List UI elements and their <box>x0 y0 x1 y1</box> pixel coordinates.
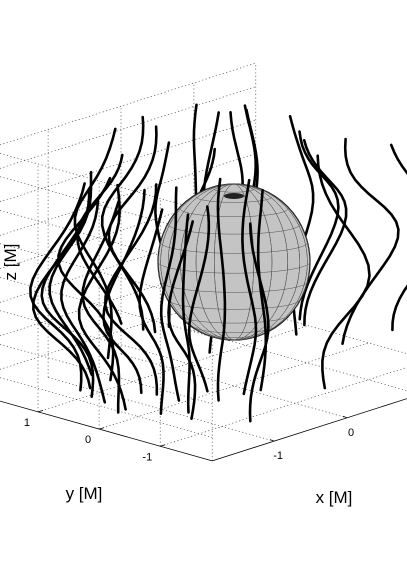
field-line <box>316 154 371 390</box>
field-line <box>241 178 258 396</box>
x-tick-label: -1 <box>273 450 283 462</box>
sphere-parallel <box>180 315 288 324</box>
sphere-pole <box>224 193 244 199</box>
y-tick <box>37 410 44 413</box>
field-line <box>159 186 181 402</box>
field-line <box>302 139 348 327</box>
grid-line-back-wall <box>0 86 256 169</box>
sphere-parallel <box>160 281 308 293</box>
grid-line-floor <box>160 367 407 447</box>
y-tick <box>160 444 166 447</box>
sphere-parallel <box>214 189 254 193</box>
box-edge <box>212 398 407 462</box>
sphere-surface <box>157 183 311 341</box>
grid-line-floor <box>120 353 348 419</box>
sphere-meridian <box>160 183 308 341</box>
x-tick-label: 0 <box>348 427 354 439</box>
sphere-parallel <box>160 242 308 254</box>
field-line <box>298 130 340 321</box>
x-tick <box>269 439 275 442</box>
field-line <box>138 208 165 415</box>
y-axis-label: y [M] <box>66 484 103 503</box>
sphere-parallel <box>157 261 311 274</box>
field-line <box>248 222 270 423</box>
axis-ticks: 1.510.50-0.5-1-1.510-1-101 <box>24 410 354 463</box>
grid-line-back-wall <box>0 62 256 146</box>
field-line <box>60 200 107 404</box>
grid-line-floor <box>193 330 407 392</box>
y-tick <box>98 427 105 430</box>
field-line <box>29 182 86 392</box>
x-axis-label: x [M] <box>316 488 353 507</box>
grid-line-floor <box>37 325 308 413</box>
field-line <box>103 183 159 396</box>
grid-line-back-wall <box>0 153 256 236</box>
field-line <box>187 205 211 393</box>
field-line <box>100 115 145 331</box>
field-line <box>40 205 95 398</box>
field-line <box>341 137 400 345</box>
box-edge <box>0 400 213 462</box>
grid-line-left-wall <box>0 343 213 405</box>
sphere-parallel <box>167 299 301 310</box>
sphere-parallel <box>180 208 288 217</box>
sphere-parallel <box>195 196 273 203</box>
y-tick-label: -1 <box>142 451 152 463</box>
field-line <box>102 188 146 395</box>
field-line <box>167 220 197 420</box>
y-tick-label: 1 <box>24 417 30 429</box>
grid-line-left-wall <box>0 377 213 438</box>
grid-line-back-wall <box>0 186 256 270</box>
field-line <box>77 183 127 411</box>
field-line <box>256 188 268 392</box>
field-line <box>81 200 121 414</box>
field-line <box>48 170 93 376</box>
x-tick <box>342 415 348 419</box>
grid-line-back-wall <box>0 253 256 337</box>
grid-line-floor <box>99 342 369 430</box>
axis-grid <box>0 62 407 461</box>
y-tick-label: 0 <box>85 434 91 446</box>
field-line <box>216 177 227 402</box>
z-axis-label: z [M] <box>1 244 20 281</box>
